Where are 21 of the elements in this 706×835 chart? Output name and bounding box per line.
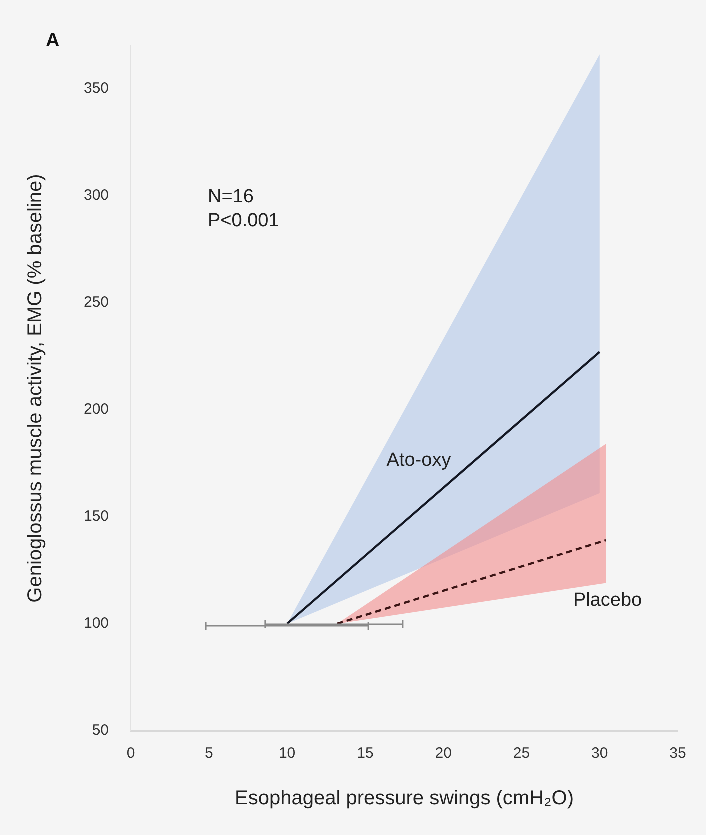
x-tick-label: 20 bbox=[435, 745, 452, 762]
x-tick-label: 35 bbox=[670, 745, 686, 762]
y-tick-label: 350 bbox=[84, 80, 110, 97]
y-axis-title: Genioglossus muscle activity, EMG (% baseline) bbox=[24, 174, 47, 603]
annotation: N=16 P<0.001 bbox=[208, 186, 280, 232]
series-label: Ato-oxy bbox=[386, 450, 452, 472]
x-tick-label: 0 bbox=[126, 745, 136, 762]
y-tick-label: 300 bbox=[84, 186, 110, 204]
text: A bbox=[46, 30, 60, 52]
series-label: Placebo bbox=[573, 590, 642, 612]
y-tick-label: 200 bbox=[84, 401, 110, 418]
x-axis-title: Esophageal pressure swings (cmH₂O) bbox=[235, 788, 574, 810]
x-tick-label: 25 bbox=[513, 745, 530, 762]
x-tick-label: 5 bbox=[204, 745, 214, 762]
x-tick-label: 15 bbox=[357, 745, 374, 762]
y-tick-label: 250 bbox=[84, 294, 110, 312]
x-tick-label: 30 bbox=[592, 745, 608, 762]
y-tick-label: 50 bbox=[92, 722, 110, 740]
x-tick-label: 10 bbox=[278, 745, 296, 762]
y-tick-label: 150 bbox=[84, 508, 110, 526]
y-tick-label: 100 bbox=[84, 615, 110, 632]
